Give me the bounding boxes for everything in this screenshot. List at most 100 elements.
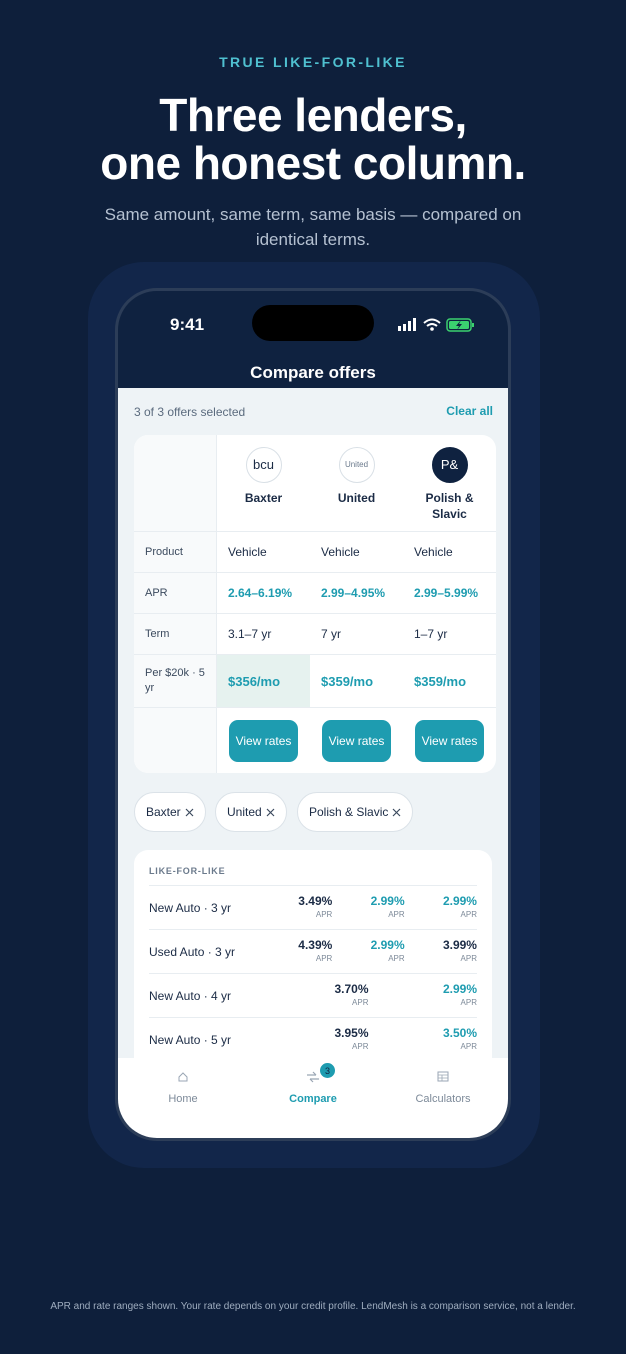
rate-value: 2.99% (370, 937, 405, 952)
corner-cell (134, 435, 217, 531)
cell: 7 yr (310, 613, 403, 654)
chip[interactable]: Polish & Slavic (297, 792, 414, 832)
rate-unit: APR (460, 953, 477, 963)
tab[interactable]: Home (118, 1058, 248, 1138)
rate-value: 3.95% (334, 1025, 369, 1040)
rate-unit: APR (315, 953, 333, 963)
view-rates-button[interactable]: View rates (415, 719, 484, 762)
cell: Vehicle (217, 531, 310, 572)
chip[interactable]: Baxter (134, 792, 206, 832)
rate-row: Used Auto · 3 yr 4.39% APR 2.99% APR 3.99% APR (149, 930, 477, 974)
row-label (134, 707, 217, 773)
rate-unit: APR (388, 909, 405, 919)
rate-value: 3.70% (334, 981, 369, 996)
rate-cell: 4.39% APR (260, 937, 333, 965)
cell: 3.1–7 yr (217, 613, 310, 654)
cell: $359/mo (403, 654, 496, 707)
dynamic-island (252, 305, 374, 341)
rate-value: 3.99% (442, 937, 477, 952)
lender-logo: bcu (245, 447, 282, 483)
rate-value: 3.49% (298, 893, 333, 908)
tab-icon (437, 1071, 449, 1082)
row-label: Term (134, 613, 217, 654)
cell: $359/mo (310, 654, 403, 707)
phone: 9:41 Compare offers 3 of 3 offers select… (115, 288, 511, 1141)
button-cell: View rates (403, 707, 496, 773)
rate-unit: APR (352, 997, 369, 1007)
tab-label: Compare (289, 1093, 337, 1105)
tab-label: Calculators (415, 1093, 471, 1105)
chip-label: Polish & Slavic (309, 805, 389, 819)
status-icons (398, 318, 474, 332)
chip[interactable]: United (215, 792, 287, 832)
lender-name: Baxter (244, 491, 283, 505)
rate-unit: APR (460, 1041, 477, 1051)
remove-icon (266, 808, 275, 816)
row-label: Product (134, 531, 217, 572)
rate-cell: 3.70% APR (260, 981, 369, 1009)
screen-content: 3 of 3 offers selected Clear all bcu Baxt… (118, 388, 508, 1110)
tab-badge: 3 (320, 1063, 335, 1078)
rate-unit: APR (352, 1041, 369, 1051)
rate-value: 2.99% (442, 981, 477, 996)
rate-unit: APR (315, 909, 333, 919)
lender-header: bcu Baxter (217, 435, 310, 531)
view-rates-button[interactable]: View rates (322, 719, 391, 762)
remove-icon (392, 808, 401, 816)
chip-label: Baxter (146, 805, 181, 819)
cell: Vehicle (403, 531, 496, 572)
tab-label: Home (168, 1093, 198, 1105)
button-cell: View rates (310, 707, 403, 773)
tab-bar: Home Compare 3 Calculators (118, 1058, 508, 1138)
rate-row: New Auto · 4 yr 3.70% APR 2.99% APR (149, 974, 477, 1018)
tab[interactable]: Compare 3 (248, 1058, 378, 1138)
row-label: APR (134, 572, 217, 613)
cell: 2.99–5.99% (403, 572, 496, 613)
rate-cell: 2.99% APR (332, 937, 405, 965)
cell: Vehicle (310, 531, 403, 572)
cell: 2.64–6.19% (217, 572, 310, 613)
tab-icon (178, 1072, 188, 1082)
clear-all[interactable]: Clear all (446, 404, 493, 418)
lender-name: Polish & Slavic (425, 491, 474, 521)
eyebrow: TRUE LIKE-FOR-LIKE (219, 54, 407, 70)
status-time: 9:41 (170, 315, 205, 334)
button-cell: View rates (217, 707, 310, 773)
cell: 2.99–4.95% (310, 572, 403, 613)
tab-icon (307, 1071, 319, 1083)
rate-value: 2.99% (442, 893, 477, 908)
rate-row-label: New Auto · 5 yr (149, 1032, 232, 1047)
rate-unit: APR (388, 953, 405, 963)
rate-row: New Auto · 3 yr 3.49% APR 2.99% APR 2.99% APR (149, 886, 477, 930)
section-heading: LIKE-FOR-LIKE (149, 866, 477, 886)
lender-header: United United (310, 435, 403, 531)
lender-name: United (337, 491, 376, 505)
rate-row-label: New Auto · 4 yr (149, 988, 232, 1003)
rate-row-label: Used Auto · 3 yr (149, 944, 236, 959)
compare-table: bcu Baxter United United P& Polish & Slavic… (134, 435, 496, 773)
rate-value: 2.99% (370, 893, 405, 908)
lender-logo: P& (431, 447, 468, 483)
remove-icon (185, 808, 194, 816)
chip-label: United (227, 805, 262, 819)
rate-unit: APR (460, 909, 477, 919)
cell: 1–7 yr (403, 613, 496, 654)
rate-row-label: New Auto · 3 yr (149, 900, 232, 915)
cell: $356/mo (217, 654, 310, 707)
rate-row: New Auto · 5 yr 3.95% APR 3.50% APR (149, 1018, 477, 1062)
selection-summary: 3 of 3 offers selected (134, 405, 246, 419)
lender-logo: United (338, 447, 375, 483)
rate-value: 4.39% (298, 937, 333, 952)
row-label: Per $20k · 5 yr (134, 654, 217, 707)
rate-unit: APR (460, 997, 477, 1007)
nav-title: Compare offers (250, 363, 376, 382)
tab[interactable]: Calculators (378, 1058, 508, 1138)
subtitle: Same amount, same term, same basis — com… (104, 205, 522, 249)
rate-cell: 3.99% APR (405, 937, 477, 965)
headline: Three lenders, (159, 89, 467, 141)
view-rates-button[interactable]: View rates (229, 719, 298, 762)
rate-cell: 3.49% APR (260, 893, 333, 921)
